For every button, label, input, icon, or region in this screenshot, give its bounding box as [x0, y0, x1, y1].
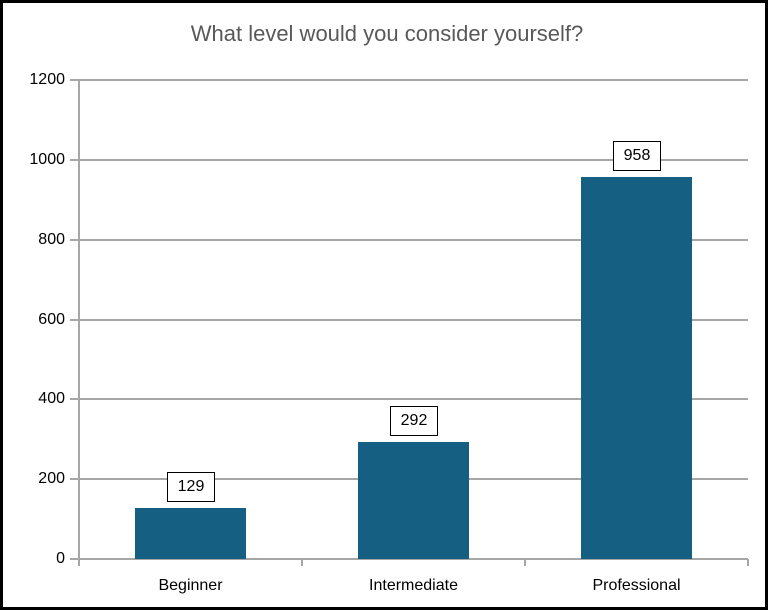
- gridline: [79, 319, 748, 321]
- data-label-intermediate: 292: [390, 406, 438, 436]
- gridline: [79, 79, 748, 81]
- category-label-beginner: Beginner: [158, 577, 223, 594]
- category-label-intermediate: Intermediate: [369, 577, 458, 594]
- x-tick-mark: [747, 559, 749, 566]
- bar-intermediate: [358, 442, 469, 559]
- gridline: [79, 239, 748, 241]
- data-label-professional: 958: [613, 141, 661, 171]
- gridline: [79, 398, 748, 400]
- y-tick-label: 400: [38, 390, 65, 407]
- y-tick-label: 200: [38, 470, 65, 487]
- y-tick-mark: [70, 558, 79, 560]
- data-label-beginner: 129: [167, 472, 215, 502]
- bar-professional: [581, 177, 692, 559]
- x-axis-line: [79, 558, 748, 560]
- y-tick-mark: [70, 398, 79, 400]
- y-tick-label: 600: [38, 311, 65, 328]
- chart-title: What level would you consider yourself?: [190, 21, 584, 46]
- bar-beginner: [135, 508, 246, 559]
- y-tick-label: 800: [38, 231, 65, 248]
- y-tick-label: 1000: [29, 151, 65, 168]
- y-tick-mark: [70, 478, 79, 480]
- y-axis-line: [78, 80, 80, 559]
- x-tick-mark: [78, 559, 80, 566]
- gridline: [79, 159, 748, 161]
- y-tick-mark: [70, 79, 79, 81]
- y-tick-label: 0: [56, 550, 65, 567]
- x-tick-mark: [524, 559, 526, 566]
- x-tick-mark: [301, 559, 303, 566]
- y-tick-mark: [70, 159, 79, 161]
- category-label-professional: Professional: [592, 577, 681, 594]
- y-tick-mark: [70, 319, 79, 321]
- y-tick-label: 1200: [29, 71, 65, 88]
- y-tick-mark: [70, 239, 79, 241]
